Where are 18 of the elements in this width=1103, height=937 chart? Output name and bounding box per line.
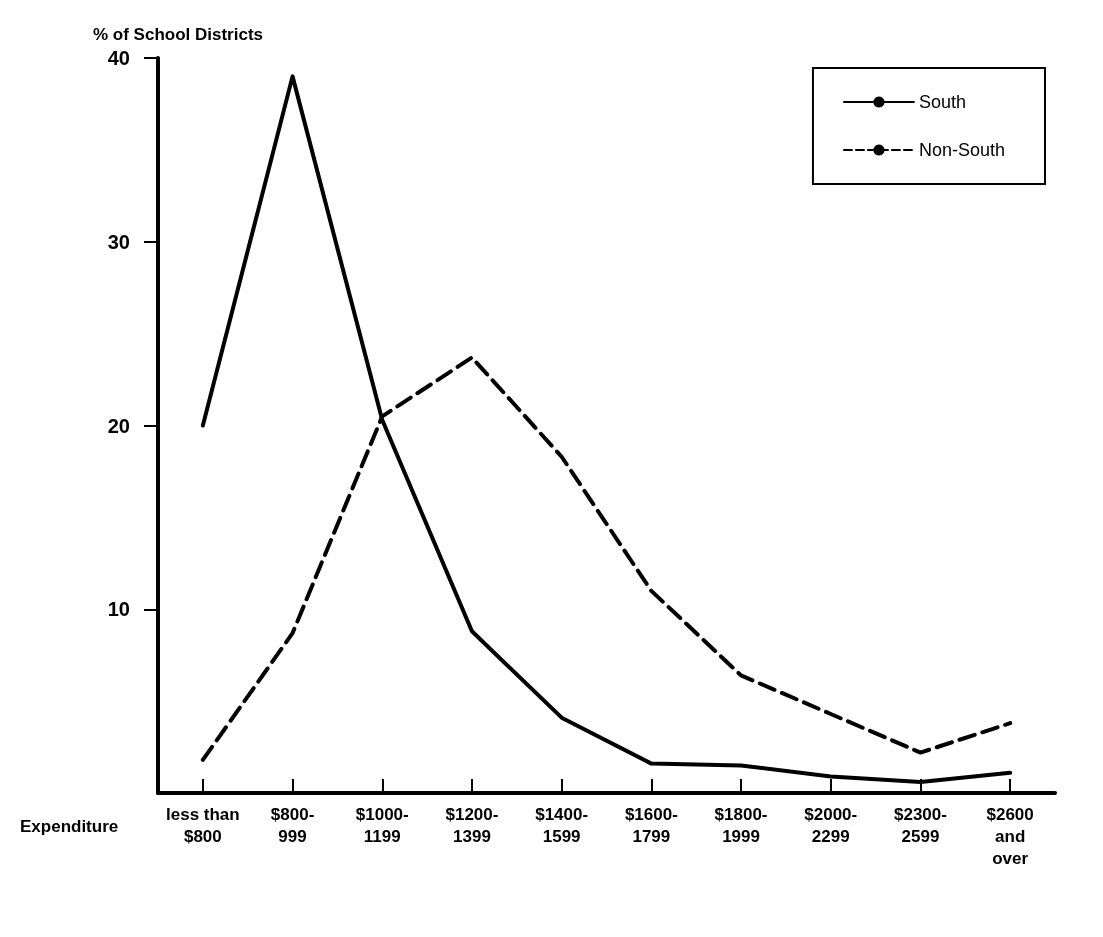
- legend-label: Non-South: [918, 140, 1006, 160]
- y-tick-label: 10: [107, 598, 130, 621]
- y-tick-label: 40: [107, 47, 130, 69]
- x-tick-label: $1800- 1999: [714, 804, 768, 846]
- x-tick-label: $2000- 2299: [804, 804, 858, 846]
- y-tick-label: 30: [107, 230, 130, 253]
- x-tick-label: $1000- 1199: [355, 804, 409, 846]
- y-axis-title: % of School Districts: [93, 25, 264, 44]
- x-tick-label: $1200- 1399: [445, 804, 499, 846]
- x-tick-label: $1600- 1799: [624, 804, 678, 846]
- x-axis-title: Expenditure: [20, 817, 119, 836]
- x-tick-label: $2300- 2599: [893, 804, 947, 846]
- x-tick-label: $2600 and over: [986, 804, 1034, 868]
- x-tick-label: less than $800: [166, 804, 240, 846]
- x-tick-label: $1400- 1599: [535, 804, 589, 846]
- x-tick-label: $800- 999: [270, 804, 315, 846]
- y-tick-label: 20: [107, 414, 130, 437]
- legend-label: South: [918, 92, 966, 112]
